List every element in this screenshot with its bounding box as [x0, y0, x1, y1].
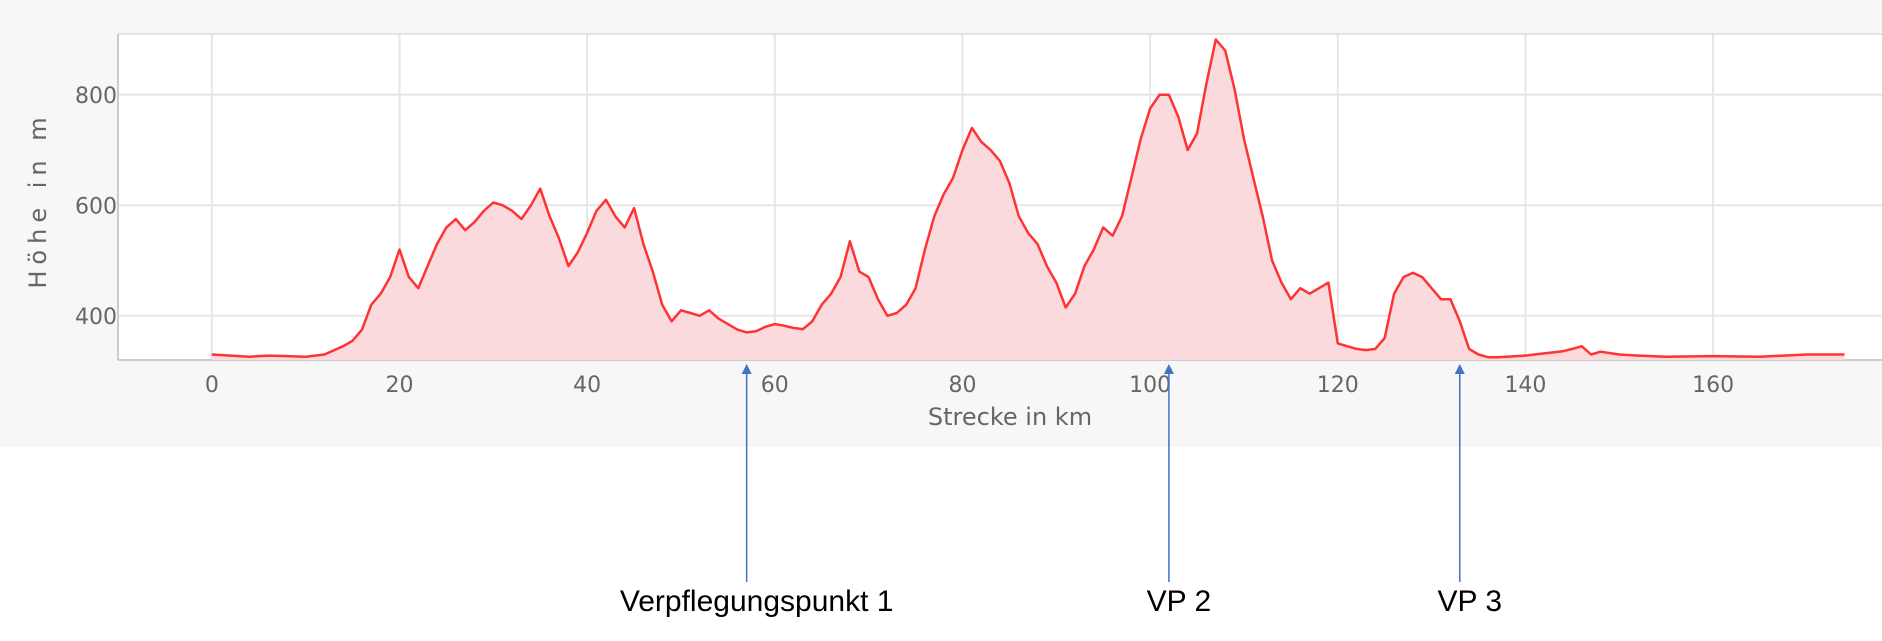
annotation-label: VP 2	[1147, 585, 1212, 618]
x-tick-label: 40	[573, 373, 601, 398]
annotation-label: VP 3	[1438, 585, 1503, 618]
plot-area	[211, 38, 1845, 360]
x-tick-labels: 0 20 40 60 80 100 120 140 160	[205, 373, 1734, 398]
annotation-label: Verpflegungspunkt 1	[620, 585, 894, 618]
x-tick-label: 140	[1504, 373, 1546, 398]
x-axis-title: Strecke in km	[928, 403, 1092, 431]
annotations: Verpflegungspunkt 1 VP 2 VP 3	[620, 364, 1503, 618]
y-axis-title: Höhe in m	[24, 111, 52, 288]
y-tick-label: 600	[75, 194, 117, 219]
y-tick-labels: 400 600 800	[75, 84, 117, 330]
x-tick-label: 80	[948, 373, 976, 398]
x-tick-label: 20	[385, 373, 413, 398]
x-tick-label: 100	[1129, 373, 1171, 398]
y-tick-label: 400	[75, 305, 117, 330]
x-tick-label: 120	[1317, 373, 1359, 398]
x-tick-label: 60	[761, 373, 789, 398]
x-tick-label: 0	[205, 373, 219, 398]
x-tick-label: 160	[1692, 373, 1734, 398]
y-tick-label: 800	[75, 84, 117, 109]
elevation-area-fill	[211, 39, 1845, 360]
elevation-line	[211, 38, 1845, 359]
